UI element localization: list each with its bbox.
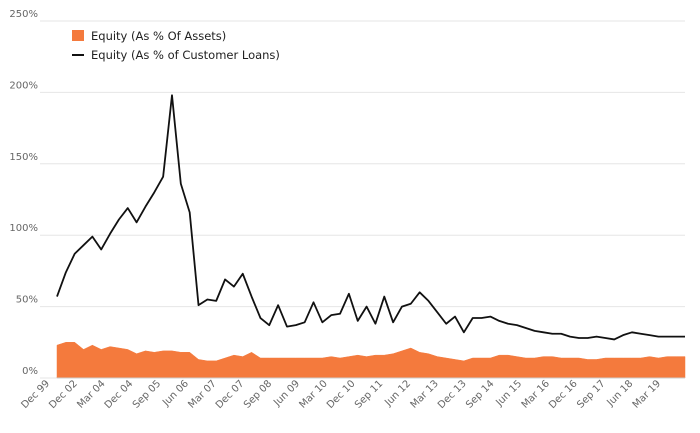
x-tick-label: Mar 04 [75, 378, 107, 410]
y-tick-label: 200% [9, 80, 38, 91]
x-tick-label: Jun 12 [382, 378, 413, 409]
series-area-assets [56, 342, 686, 379]
y-tick-label: 0% [22, 366, 38, 377]
x-tick-label: Sep 14 [464, 378, 496, 410]
x-tick-label: Mar 10 [297, 378, 329, 410]
x-tick-label: Sep 08 [242, 378, 274, 410]
legend: Equity (As % Of Assets) Equity (As % of … [72, 29, 280, 62]
x-tick-label: Jun 06 [160, 378, 191, 409]
y-axis: 0% 50% 100% 150% 200% 250% [9, 9, 38, 377]
y-tick-label: 100% [9, 223, 38, 234]
x-tick-label: Mar 16 [520, 378, 552, 410]
legend-label-loans: Equity (As % of Customer Loans) [91, 48, 280, 62]
x-tick-label: Dec 07 [214, 378, 247, 411]
x-tick-label: Sep 17 [575, 378, 607, 410]
x-tick-label: Jun 18 [605, 378, 636, 409]
x-tick-label: Jun 09 [271, 378, 302, 409]
x-tick-label: Dec 10 [325, 378, 358, 411]
x-tick-label: Mar 13 [409, 378, 441, 410]
gridlines [40, 20, 685, 379]
y-tick-label: 250% [9, 9, 38, 20]
equity-loans-line [56, 94, 685, 341]
series-line-loans [56, 94, 685, 341]
x-tick-label: Dec 99 [19, 378, 52, 411]
y-tick-label: 150% [9, 152, 38, 163]
legend-label-assets: Equity (As % Of Assets) [91, 29, 226, 43]
x-tick-label: Sep 05 [131, 378, 163, 410]
x-tick-label: Jun 15 [493, 378, 524, 409]
x-tick-label: Dec 02 [47, 378, 80, 411]
x-tick-label: Dec 16 [547, 378, 580, 411]
y-tick-label: 50% [16, 295, 38, 306]
x-tick-label: Mar 07 [186, 378, 218, 410]
x-tick-label: Dec 04 [103, 378, 136, 411]
x-tick-label: Dec 13 [436, 378, 469, 411]
equity-assets-area [56, 342, 686, 379]
x-tick-label: Mar 19 [631, 378, 663, 410]
x-tick-label: Sep 11 [353, 378, 385, 410]
legend-swatch-assets [72, 30, 84, 41]
